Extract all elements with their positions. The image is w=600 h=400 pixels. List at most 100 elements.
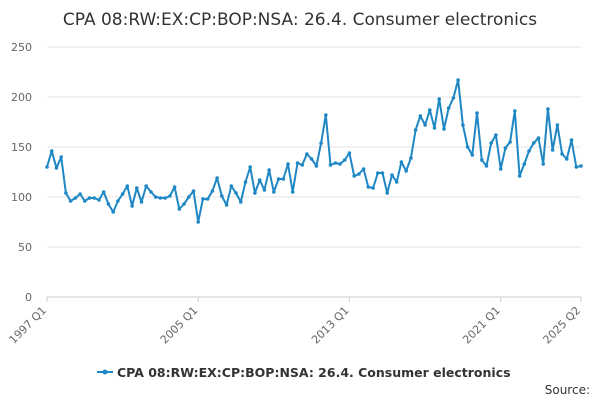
data-point[interactable]	[262, 188, 267, 192]
data-point[interactable]	[234, 191, 238, 195]
data-point[interactable]	[248, 165, 252, 169]
data-point[interactable]	[68, 199, 73, 203]
data-point[interactable]	[177, 207, 182, 211]
data-point[interactable]	[475, 111, 479, 115]
data-point[interactable]	[527, 149, 531, 153]
data-point[interactable]	[309, 157, 314, 161]
data-point[interactable]	[163, 196, 167, 200]
data-point[interactable]	[73, 196, 78, 200]
data-point[interactable]	[357, 172, 361, 176]
data-point[interactable]	[461, 123, 465, 127]
data-point[interactable]	[324, 113, 328, 117]
data-point[interactable]	[201, 197, 205, 201]
data-point[interactable]	[272, 190, 276, 194]
data-point[interactable]	[205, 197, 210, 201]
data-point[interactable]	[92, 196, 97, 200]
data-point[interactable]	[418, 114, 423, 118]
data-point[interactable]	[135, 186, 139, 190]
data-point[interactable]	[229, 184, 234, 188]
data-point[interactable]	[550, 148, 555, 152]
data-point[interactable]	[253, 191, 257, 195]
data-point[interactable]	[106, 202, 111, 206]
data-point[interactable]	[517, 174, 522, 178]
data-point[interactable]	[286, 162, 290, 166]
data-point[interactable]	[215, 176, 219, 180]
data-point[interactable]	[442, 127, 446, 131]
data-point[interactable]	[101, 190, 106, 194]
data-point[interactable]	[172, 185, 177, 189]
data-point[interactable]	[210, 189, 215, 193]
data-point[interactable]	[394, 180, 399, 184]
data-point[interactable]	[49, 149, 54, 153]
data-point[interactable]	[64, 191, 68, 195]
data-point[interactable]	[342, 158, 347, 162]
data-point[interactable]	[182, 202, 186, 206]
data-point[interactable]	[536, 136, 541, 140]
data-point[interactable]	[446, 106, 451, 110]
data-point[interactable]	[191, 189, 196, 193]
data-point[interactable]	[484, 164, 489, 168]
data-point[interactable]	[399, 160, 404, 164]
data-point[interactable]	[300, 163, 305, 167]
data-point[interactable]	[87, 196, 92, 200]
data-point[interactable]	[513, 109, 517, 113]
legend[interactable]: CPA 08:RW:EX:CP:BOP:NSA: 26.4. Consumer …	[97, 365, 511, 380]
data-point[interactable]	[149, 190, 153, 194]
data-point[interactable]	[366, 185, 371, 189]
data-point[interactable]	[54, 166, 59, 170]
data-point[interactable]	[579, 164, 583, 168]
data-point[interactable]	[78, 192, 82, 196]
data-point[interactable]	[125, 184, 130, 188]
data-point[interactable]	[187, 195, 191, 199]
data-point[interactable]	[451, 96, 456, 100]
data-point[interactable]	[480, 158, 484, 162]
data-point[interactable]	[319, 141, 323, 145]
data-point[interactable]	[333, 161, 338, 165]
data-point[interactable]	[574, 165, 579, 169]
data-point[interactable]	[168, 194, 172, 198]
data-point[interactable]	[267, 168, 271, 172]
data-point[interactable]	[83, 199, 87, 203]
data-point[interactable]	[465, 145, 470, 149]
data-point[interactable]	[371, 186, 375, 190]
data-point[interactable]	[413, 128, 418, 132]
data-point[interactable]	[130, 204, 134, 208]
data-point[interactable]	[196, 220, 200, 224]
data-point[interactable]	[257, 178, 262, 182]
data-point[interactable]	[385, 191, 390, 195]
data-point[interactable]	[498, 167, 503, 171]
data-point[interactable]	[97, 198, 101, 202]
data-point[interactable]	[565, 157, 569, 161]
data-point[interactable]	[220, 194, 224, 198]
data-point[interactable]	[295, 161, 300, 165]
data-point[interactable]	[314, 164, 319, 168]
data-point[interactable]	[489, 141, 494, 145]
data-point[interactable]	[328, 163, 333, 167]
data-point[interactable]	[239, 200, 243, 204]
data-point[interactable]	[494, 133, 498, 137]
data-point[interactable]	[569, 138, 574, 142]
data-point[interactable]	[59, 155, 63, 159]
data-point[interactable]	[45, 165, 49, 169]
data-point[interactable]	[116, 199, 120, 203]
data-point[interactable]	[560, 152, 564, 156]
data-point[interactable]	[432, 126, 437, 130]
data-point[interactable]	[404, 169, 409, 173]
data-point[interactable]	[305, 152, 309, 156]
data-point[interactable]	[290, 190, 295, 194]
data-point[interactable]	[522, 162, 527, 166]
data-point[interactable]	[243, 180, 248, 184]
data-point[interactable]	[120, 192, 125, 196]
data-point[interactable]	[470, 153, 475, 157]
data-point[interactable]	[390, 173, 394, 177]
data-point[interactable]	[139, 200, 144, 204]
data-point[interactable]	[409, 156, 413, 160]
data-point[interactable]	[281, 177, 286, 181]
data-point[interactable]	[224, 203, 229, 207]
data-point[interactable]	[508, 140, 512, 144]
data-point[interactable]	[428, 108, 432, 112]
data-point[interactable]	[347, 151, 352, 155]
data-point[interactable]	[153, 195, 158, 199]
data-point[interactable]	[338, 162, 342, 166]
data-point[interactable]	[111, 210, 115, 214]
